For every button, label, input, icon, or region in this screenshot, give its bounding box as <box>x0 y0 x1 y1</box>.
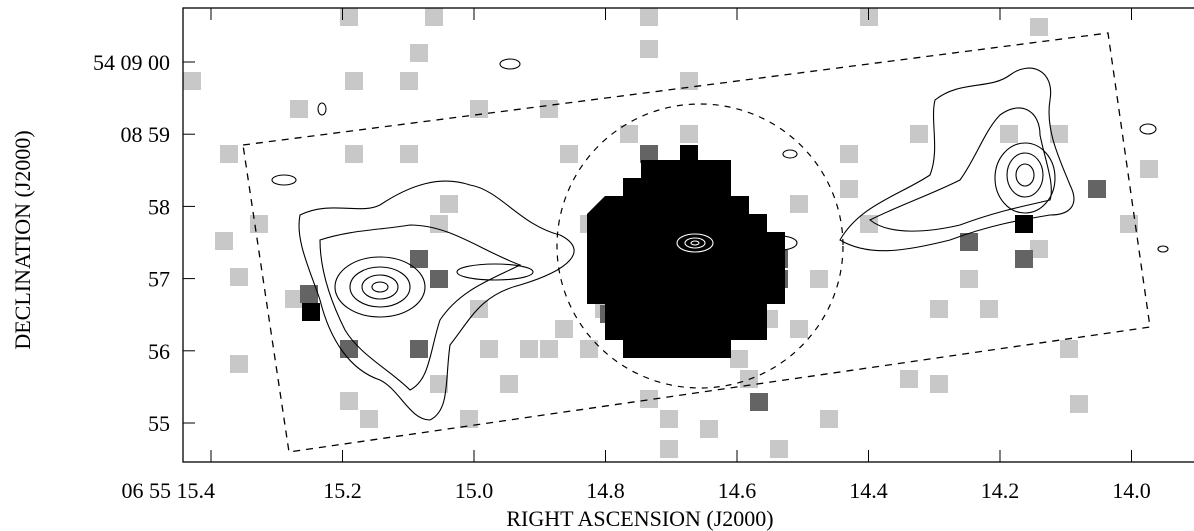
pixel <box>1000 125 1018 143</box>
pixel <box>790 320 808 338</box>
y-tick-label: 55 <box>148 411 170 436</box>
pixel <box>460 410 478 428</box>
pixel <box>425 8 443 26</box>
pixel <box>470 100 488 118</box>
pixel <box>930 375 948 393</box>
pixel <box>285 290 303 308</box>
pixel <box>183 72 201 90</box>
pixel <box>980 300 998 318</box>
pixel <box>430 215 448 233</box>
inner-contours <box>676 233 714 253</box>
x-tick-label: 15.0 <box>455 478 494 503</box>
pixel <box>1140 160 1158 178</box>
y-axis-label: DECLINATION (J2000) <box>10 130 35 349</box>
pixel <box>410 250 428 268</box>
pixel <box>790 195 808 213</box>
plot-frame <box>182 7 1194 463</box>
pixel <box>820 410 838 428</box>
pixel <box>360 410 378 428</box>
pixel <box>640 145 658 163</box>
pixel <box>302 303 320 321</box>
pixel <box>1015 215 1033 233</box>
pixel <box>580 340 598 358</box>
pixel <box>540 340 558 358</box>
pixel <box>640 40 658 58</box>
y-tick-label: 58 <box>148 194 170 219</box>
y-tick-label: 57 <box>148 267 170 292</box>
pixel <box>680 145 698 163</box>
pixel <box>810 270 828 288</box>
pixel <box>960 270 978 288</box>
pixel <box>680 72 698 90</box>
x-tick-label: 14.8 <box>586 478 625 503</box>
pixel <box>230 268 248 286</box>
pixel <box>660 440 678 458</box>
pixel <box>930 300 948 318</box>
pixel <box>680 125 698 143</box>
pixel <box>410 340 428 358</box>
pixel <box>770 440 788 458</box>
y-tick-label: 56 <box>148 339 170 364</box>
pixel <box>1030 18 1048 36</box>
pixel <box>660 410 678 428</box>
pixel <box>340 392 358 410</box>
contours <box>271 58 1169 421</box>
pixel <box>910 125 928 143</box>
x-tick-label: 15.2 <box>323 478 362 503</box>
pixel <box>440 195 458 213</box>
pixel <box>620 125 638 143</box>
pixel <box>960 233 978 251</box>
x-tick-label: 14.6 <box>718 478 757 503</box>
pixel <box>250 215 268 233</box>
x-tick-label: 14.2 <box>981 478 1020 503</box>
y-tick-label: 08 59 <box>121 122 171 147</box>
pixel <box>430 270 448 288</box>
pixel <box>730 350 748 368</box>
pixel <box>555 320 573 338</box>
pixel <box>1050 125 1068 143</box>
pixel <box>520 340 538 358</box>
pixel <box>410 44 428 62</box>
pixel <box>1060 340 1078 358</box>
y-tick-label: 54 09 00 <box>93 50 170 75</box>
pixel <box>345 145 363 163</box>
pixel <box>400 72 418 90</box>
pixel <box>1070 395 1088 413</box>
pixel <box>500 375 518 393</box>
x-tick-label: 14.0 <box>1112 478 1151 503</box>
pixel <box>840 180 858 198</box>
pixel <box>540 100 558 118</box>
pixel <box>860 215 878 233</box>
pixel <box>230 355 248 373</box>
pixel <box>1015 250 1033 268</box>
pixel <box>750 393 768 411</box>
central-source <box>587 160 785 358</box>
pixel <box>340 8 358 26</box>
pixel <box>400 145 418 163</box>
x-tick-label: 14.4 <box>849 478 888 503</box>
x-axis-label: RIGHT ASCENSION (J2000) <box>506 506 773 531</box>
pixel <box>340 340 358 358</box>
x-tick-label: 06 55 15.4 <box>122 478 216 503</box>
pixel <box>1088 180 1106 198</box>
pixel <box>345 72 363 90</box>
pixel <box>640 390 658 408</box>
pixel <box>840 145 858 163</box>
beam-circle <box>556 103 844 389</box>
pixel <box>220 145 238 163</box>
pixel <box>1120 215 1138 233</box>
pixel <box>700 420 718 438</box>
ticks: 06 55 15.4 15.2 15.0 14.8 14.6 14.4 14.2 14.0 54… <box>93 8 1151 503</box>
pixel <box>215 232 233 250</box>
pixel <box>480 340 498 358</box>
pixel <box>1030 240 1048 258</box>
pixel <box>430 375 448 393</box>
pixel <box>300 285 318 303</box>
pixel <box>560 145 578 163</box>
pixel <box>900 370 918 388</box>
pixel <box>640 8 658 26</box>
pixel <box>290 100 308 118</box>
